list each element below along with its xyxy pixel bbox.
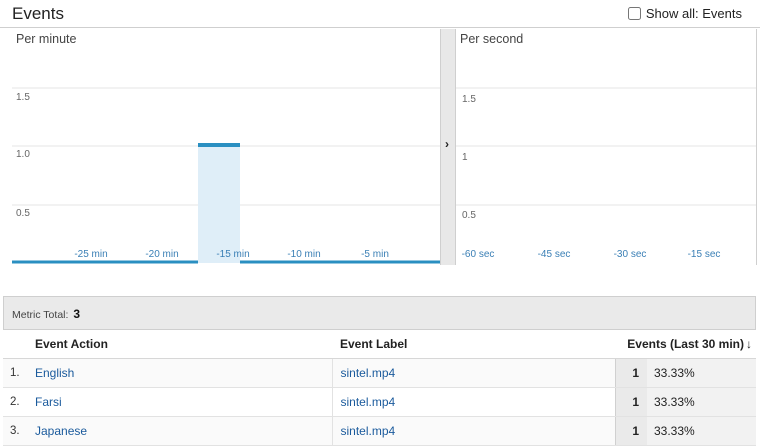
per-minute-plot: 1.5 1.0 0.5 -25 min -20 min -15 min -10 … — [12, 87, 440, 264]
row-index: 2. — [3, 387, 27, 417]
y-tick-1-5: 1.5 — [16, 92, 30, 103]
events-column-label[interactable]: Events (Last 30 min) — [627, 336, 744, 351]
event-count: 1 — [614, 358, 647, 388]
x-tick-60sec: -60 sec — [462, 249, 495, 260]
y-tick-1-0: 1.0 — [16, 149, 30, 160]
event-label-link[interactable]: sintel.mp4 — [340, 394, 396, 409]
y-tick-1-5: 1.5 — [462, 94, 476, 105]
x-tick-10min: -10 min — [287, 249, 320, 260]
x-tick-15sec: -15 sec — [688, 249, 721, 260]
show-all-toggle[interactable]: Show all: Events — [627, 6, 742, 21]
index-header — [3, 330, 27, 359]
event-action-link[interactable]: Farsi — [35, 394, 62, 409]
event-label-link[interactable]: sintel.mp4 — [340, 365, 396, 380]
event-percent: 33.33% — [647, 387, 756, 417]
per-second-plot: 1.5 1 0.5 -60 sec -45 sec -30 sec -15 se… — [456, 87, 756, 260]
per-minute-chart: Per minute 1.5 1.0 0.5 -25 min -20 min -… — [12, 29, 440, 265]
panel-border — [756, 29, 757, 265]
event-action-link[interactable]: Japanese — [35, 423, 88, 438]
event-percent: 33.33% — [647, 416, 756, 446]
event-count: 1 — [614, 387, 647, 417]
event-percent: 33.33% — [647, 358, 756, 388]
chart-divider-toggle[interactable]: › — [440, 29, 456, 265]
x-tick-15min: -15 min — [216, 249, 249, 260]
y-tick-0-5: 0.5 — [462, 210, 476, 221]
y-tick-0-5: 0.5 — [16, 208, 30, 219]
x-tick-45sec: -45 sec — [538, 249, 571, 260]
table-row: 3. Japanese sintel.mp4 1 33.33% — [3, 416, 756, 446]
page-title: Events — [12, 4, 64, 23]
events-table: Event Action Event Label Events (Last 30… — [3, 330, 756, 446]
per-second-title: Per second — [460, 32, 524, 46]
show-all-checkbox[interactable] — [627, 7, 641, 20]
events-table-section: Metric Total: 3 Event Action Event Label… — [3, 296, 756, 446]
table-row: 1. English sintel.mp4 1 33.33% — [3, 358, 756, 388]
x-tick-30sec: -30 sec — [614, 249, 647, 260]
metric-total-label: Metric Total: — [12, 309, 69, 321]
metric-total-bar: Metric Total: 3 — [3, 296, 756, 330]
event-action-header[interactable]: Event Action — [27, 330, 332, 359]
event-count: 1 — [614, 416, 647, 446]
show-all-label: Show all: Events — [645, 6, 742, 21]
per-minute-title: Per minute — [16, 32, 77, 46]
x-tick-25min: -25 min — [74, 249, 107, 260]
event-action-link[interactable]: English — [35, 365, 75, 380]
sort-down-icon[interactable]: ↓ — [746, 336, 752, 351]
events-header-cell[interactable]: Events (Last 30 min) ↓ — [615, 330, 756, 359]
x-tick-5min: -5 min — [361, 249, 389, 260]
per-second-chart: Per second 1.5 1 0.5 -60 sec -45 sec -30… — [456, 29, 756, 265]
metric-total-value: 3 — [73, 307, 81, 321]
table-header-row: Event Action Event Label Events (Last 30… — [3, 330, 756, 359]
x-tick-20min: -20 min — [145, 249, 178, 260]
event-label-link[interactable]: sintel.mp4 — [340, 423, 396, 438]
highlight-bar[interactable] — [198, 145, 240, 263]
event-label-header[interactable]: Event Label — [332, 330, 615, 359]
chevron-right-icon[interactable]: › — [445, 137, 449, 151]
y-tick-1: 1 — [462, 152, 468, 163]
table-row: 2. Farsi sintel.mp4 1 33.33% — [3, 387, 756, 417]
row-index: 1. — [3, 358, 27, 388]
row-index: 3. — [3, 416, 27, 446]
events-header: Events Show all: Events — [0, 0, 760, 28]
